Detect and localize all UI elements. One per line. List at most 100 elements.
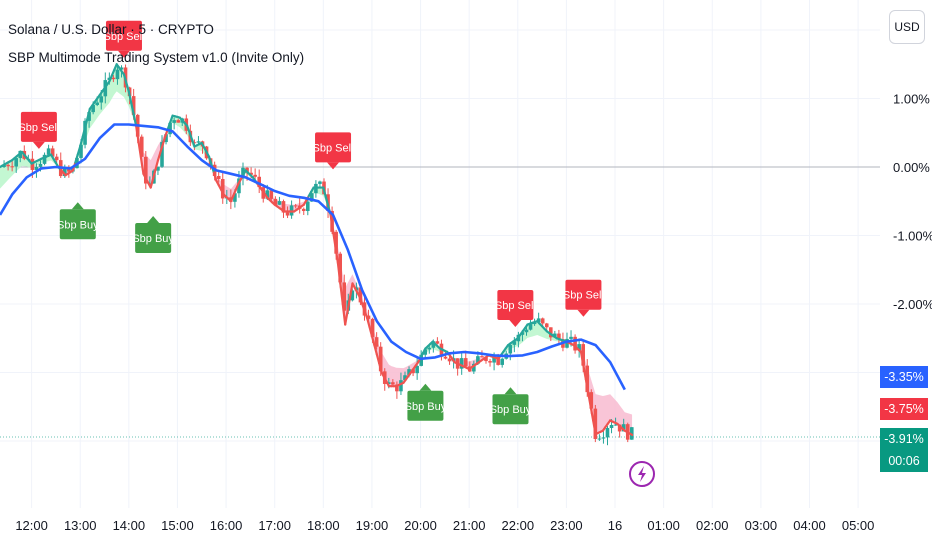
buy-signal[interactable]: Sbp Buy (132, 215, 174, 253)
fast-line-segment (331, 229, 337, 249)
candle-body (310, 193, 314, 202)
fast-line-segment (336, 261, 342, 285)
signal-box (315, 132, 352, 163)
candle-body (143, 156, 148, 184)
candle-body (617, 424, 622, 432)
fast-line-segment (628, 432, 634, 436)
candle-body (476, 356, 480, 364)
signal-box (135, 222, 172, 253)
signal-label: Sbp Buy (490, 404, 532, 416)
candle-body (46, 148, 51, 155)
candle-body (366, 315, 371, 319)
candle-body (273, 198, 278, 205)
fast-line-segment (130, 101, 135, 116)
candle-body (496, 356, 500, 365)
candle-body (488, 361, 492, 363)
candle-body (378, 346, 383, 372)
x-tick-label: 16:00 (210, 518, 243, 533)
candle-body (370, 318, 375, 338)
candle-body (168, 122, 172, 135)
candle-body (544, 323, 549, 328)
fast-line-segment (156, 151, 162, 162)
sell-signal[interactable]: Sbp Sell (495, 289, 536, 327)
sell-signal[interactable]: Sbp Sell (563, 279, 604, 317)
candle-body (164, 134, 168, 143)
x-tick-label: 21:00 (453, 518, 486, 533)
symbol-title[interactable]: Solana / U.S. Dollar · 5 · CRYPTO (8, 22, 214, 37)
candle-body (447, 358, 452, 362)
candle-body (293, 205, 298, 207)
buy-signal[interactable]: Sbp Buy (490, 387, 532, 425)
candle-body (67, 168, 71, 172)
buy-signal[interactable]: Sbp Buy (405, 383, 447, 421)
candle-body (540, 318, 545, 324)
buy-signal[interactable]: Sbp Buy (57, 202, 99, 240)
signal-label: Sbp Buy (405, 401, 447, 413)
fast-line-segment (363, 309, 369, 319)
candle-body (557, 333, 561, 340)
candle-body (176, 120, 180, 123)
candle-body (577, 344, 581, 351)
candle-body (172, 120, 176, 123)
x-tick-label: 02:00 (696, 518, 729, 533)
candle-body (111, 77, 116, 80)
candle-body (472, 363, 476, 372)
candle-body (156, 166, 160, 171)
fast-line-segment (161, 135, 167, 146)
fast-line-segment (154, 159, 160, 171)
fast-line-segment (339, 282, 344, 306)
candle-body (609, 425, 614, 429)
x-tick-label: 12:00 (15, 518, 48, 533)
candle-body (395, 384, 399, 392)
candle-body (528, 324, 533, 330)
fast-line-segment (592, 419, 597, 436)
x-tick-label: 14:00 (113, 518, 146, 533)
candle-body (99, 96, 104, 103)
signal-box (492, 394, 529, 425)
fast-line-segment (139, 156, 145, 175)
currency-button[interactable]: USD (889, 10, 925, 44)
candle-body (585, 365, 590, 393)
signal-arrow (32, 141, 45, 149)
candle-body (536, 318, 541, 323)
candle-body (305, 201, 310, 212)
candle-body (358, 287, 363, 303)
signal-label: Sbp Sell (495, 300, 536, 312)
x-tick-label: 19:00 (356, 518, 389, 533)
trend-fill (75, 64, 137, 164)
fast-line-segment (137, 140, 143, 159)
fast-line-segment (207, 155, 213, 166)
x-tick-label: 20:00 (404, 518, 437, 533)
fast-line-segment (166, 121, 172, 131)
signal-label: Sbp Sell (563, 290, 604, 302)
signal-arrow (327, 162, 340, 170)
fast-line-segment (582, 364, 587, 381)
candle-body (386, 382, 391, 384)
candle-body (115, 69, 120, 80)
fast-line-segment (152, 168, 157, 180)
x-tick-label: 03:00 (745, 518, 778, 533)
sell-signal[interactable]: Sbp Sell (313, 132, 354, 170)
candle-body (565, 338, 569, 348)
candle-body (484, 357, 488, 362)
x-tick-label: 04:00 (793, 518, 826, 533)
ma-price-tag: -3.35% (880, 366, 928, 388)
sell-signal[interactable]: Sbp Sell (103, 20, 144, 58)
candle-body (14, 158, 18, 167)
lightning-bolt-shape (638, 466, 646, 482)
fast-line-segment (188, 131, 194, 141)
indicator-title[interactable]: SBP Multimode Trading System v1.0 (Invit… (8, 50, 305, 65)
candle-body (569, 336, 573, 339)
candle-body (407, 369, 411, 376)
candle-body (573, 336, 577, 351)
signal-box (20, 111, 57, 142)
fast-line-segment (322, 186, 327, 198)
fast-line-segment (358, 296, 364, 306)
x-tick-label: 23:00 (550, 518, 583, 533)
lightning-icon[interactable] (629, 461, 655, 487)
fast-line-segment (361, 302, 366, 312)
sell-signal[interactable]: Sbp Sell (18, 111, 59, 149)
candle-body (10, 166, 14, 168)
candle-body (443, 356, 448, 359)
